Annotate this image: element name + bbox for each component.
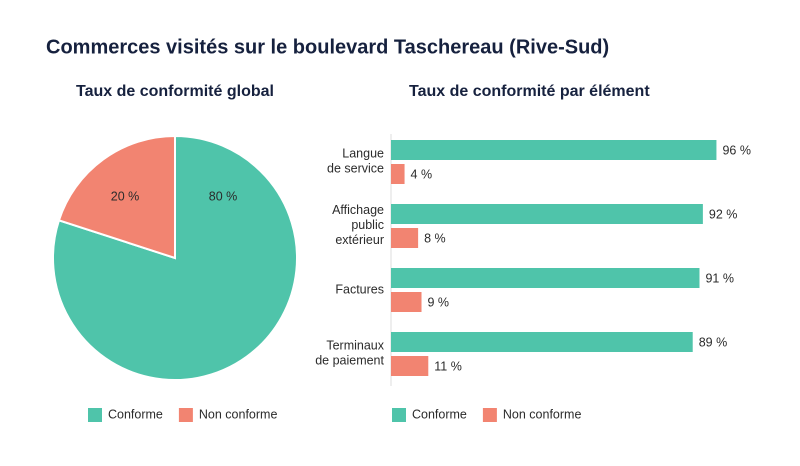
data-label: 96 % xyxy=(722,143,751,157)
bar xyxy=(391,228,419,248)
data-label: 91 % xyxy=(705,271,734,285)
bar xyxy=(391,268,700,288)
data-label: 20 % xyxy=(111,189,140,203)
data-label: 4 % xyxy=(411,167,433,181)
legend-label: Conforme xyxy=(412,407,467,421)
legend-label: Non conforme xyxy=(503,407,582,421)
legend-swatch xyxy=(392,408,406,422)
legend-label: Non conforme xyxy=(199,407,278,421)
data-label: 9 % xyxy=(428,295,450,309)
legend-swatch xyxy=(88,408,102,422)
bar xyxy=(391,164,405,184)
category-label: Factures xyxy=(335,282,384,296)
data-label: 80 % xyxy=(209,189,238,203)
data-label: 89 % xyxy=(699,335,728,349)
bar xyxy=(391,332,693,352)
chart-title: Taux de conformité global xyxy=(76,83,274,100)
bar xyxy=(391,204,703,224)
data-label: 11 % xyxy=(434,359,462,373)
bar xyxy=(391,356,429,376)
legend-swatch xyxy=(482,408,497,422)
pie-slice xyxy=(57,134,176,260)
data-label: 92 % xyxy=(709,207,738,221)
page-title: Commerces visités sur le boulevard Tasch… xyxy=(46,36,609,58)
category-label: Affichage public extérieur xyxy=(332,203,384,247)
bar xyxy=(391,292,422,312)
data-label: 8 % xyxy=(424,231,446,245)
category-label: Terminaux de paiement xyxy=(315,339,385,368)
chart-title: Taux de conformité par élément xyxy=(409,83,650,100)
legend-label: Conforme xyxy=(108,407,163,421)
bar xyxy=(391,140,717,160)
category-label: Langue de service xyxy=(327,147,384,176)
legend-swatch xyxy=(178,408,193,422)
